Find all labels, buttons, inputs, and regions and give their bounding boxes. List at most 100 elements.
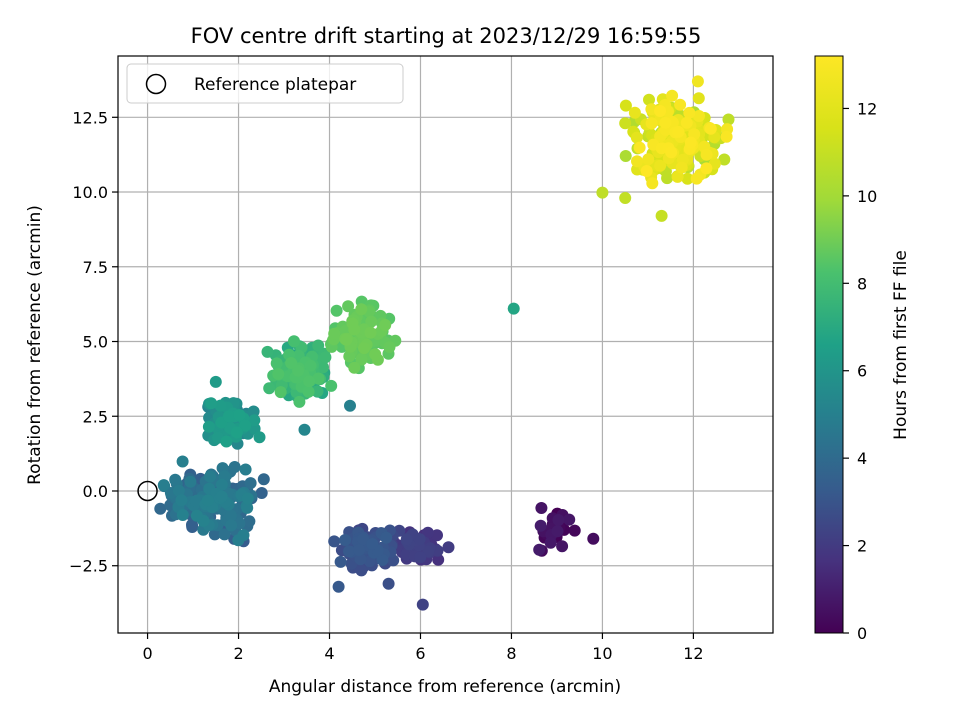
data-point — [344, 399, 356, 412]
data-point — [328, 327, 341, 340]
y-tick-label-1: 0.0 — [83, 482, 108, 501]
data-point — [215, 478, 228, 491]
data-point — [311, 385, 324, 398]
data-point — [544, 536, 557, 549]
data-point — [645, 117, 658, 130]
colorbar-tick-label-2: 4 — [857, 449, 867, 468]
plot-frame — [117, 55, 774, 634]
data-point — [228, 461, 241, 473]
data-point — [684, 136, 697, 149]
data-point — [339, 534, 352, 546]
data-point — [358, 342, 371, 355]
x-axis-label: Angular distance from reference (arcmin) — [269, 677, 621, 697]
data-point — [330, 304, 343, 317]
data-point — [630, 131, 643, 144]
data-point — [319, 351, 332, 364]
data-point — [348, 361, 361, 374]
data-point — [208, 528, 221, 541]
data-point — [654, 159, 667, 172]
data-point — [169, 473, 182, 486]
data-point — [665, 146, 678, 159]
data-point — [431, 529, 443, 542]
data-point — [413, 533, 426, 546]
data-point — [533, 543, 546, 556]
colorbar-tick-label-6: 12 — [857, 99, 877, 118]
data-point — [692, 92, 705, 105]
legend-marker-reference — [145, 73, 167, 95]
data-point — [654, 105, 667, 117]
data-point — [292, 364, 305, 377]
data-point — [700, 148, 713, 161]
x-tick-label-5: 10 — [592, 644, 612, 663]
data-point — [563, 513, 576, 526]
data-point — [693, 110, 705, 122]
colorbar-tick-label-0: 0 — [857, 624, 867, 643]
data-point — [223, 410, 235, 423]
data-point — [334, 555, 347, 568]
data-point — [720, 130, 733, 143]
data-point — [640, 165, 653, 177]
data-point — [722, 113, 735, 126]
data-point — [534, 519, 547, 532]
data-point — [348, 323, 361, 336]
data-point — [383, 341, 396, 353]
data-point — [340, 333, 353, 346]
legend-label-reference: Reference platepar — [194, 75, 356, 95]
reference-point — [137, 480, 158, 502]
data-point — [680, 116, 693, 129]
data-point — [655, 209, 668, 222]
x-tick-label-0: 0 — [142, 644, 152, 663]
data-point — [672, 125, 685, 138]
colorbar — [814, 55, 844, 634]
legend-box — [126, 63, 404, 104]
data-point — [442, 541, 455, 554]
data-point — [209, 375, 222, 388]
data-point — [261, 345, 274, 358]
data-point — [568, 524, 581, 537]
data-point — [353, 544, 366, 556]
data-point — [596, 186, 609, 199]
colorbar-label: Hours from first FF file — [891, 250, 911, 440]
data-point — [365, 315, 378, 328]
data-point — [201, 494, 214, 507]
data-point — [241, 501, 254, 514]
data-point — [379, 319, 392, 331]
data-point — [190, 509, 203, 522]
data-point — [239, 419, 252, 432]
data-point — [671, 170, 684, 183]
data-point — [312, 339, 325, 352]
data-point — [366, 538, 379, 550]
data-point — [202, 420, 215, 433]
data-point — [535, 502, 548, 514]
data-point — [157, 479, 170, 492]
data-point — [354, 553, 367, 566]
data-point — [643, 93, 655, 106]
data-point — [414, 551, 427, 564]
data-point — [675, 161, 688, 174]
data-point — [218, 528, 231, 541]
data-point — [552, 514, 565, 526]
data-point — [642, 153, 655, 166]
data-point — [619, 192, 632, 204]
legend: Reference platepar — [126, 63, 404, 104]
x-tick-label-2: 4 — [324, 644, 334, 663]
x-tick-label-4: 8 — [506, 644, 516, 663]
data-point — [204, 470, 217, 483]
data-point — [628, 106, 641, 119]
data-point — [646, 177, 659, 190]
data-point — [343, 350, 356, 363]
data-point — [215, 490, 228, 503]
data-point — [288, 335, 300, 348]
y-tick-label-5: 10.0 — [72, 183, 108, 202]
data-point — [274, 386, 287, 399]
data-point — [176, 509, 189, 521]
data-point — [241, 492, 254, 505]
y-axis-label: Rotation from reference (arcmin) — [25, 205, 45, 485]
data-point — [248, 414, 261, 427]
data-point — [691, 75, 704, 88]
data-point — [400, 533, 413, 546]
data-point — [263, 382, 276, 395]
y-tick-label-6: 12.5 — [72, 108, 108, 127]
